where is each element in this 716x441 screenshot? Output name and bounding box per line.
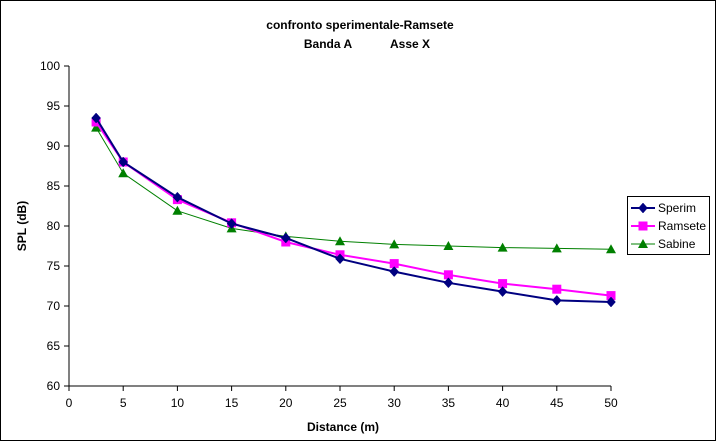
y-tick-label: 80 (47, 219, 61, 233)
x-tick-label: 0 (66, 396, 73, 410)
y-tick-label: 60 (47, 379, 61, 393)
chart-subtitle-band: Banda A (304, 37, 353, 51)
y-tick-label: 75 (47, 259, 61, 273)
chart-title: confronto sperimentale-Ramsete (266, 18, 454, 32)
x-tick-label: 5 (120, 396, 127, 410)
x-tick-label: 35 (442, 396, 456, 410)
legend-label-ramsete: Ramsete (658, 219, 706, 233)
legend-marker-ramsete (639, 222, 648, 231)
y-tick-label: 70 (47, 299, 61, 313)
y-tick-label: 65 (47, 339, 61, 353)
x-tick-label: 25 (333, 396, 347, 410)
x-axis-title: Distance (m) (307, 420, 379, 434)
x-tick-label: 30 (388, 396, 402, 410)
data-point-ramsete (552, 285, 561, 294)
y-tick-label: 90 (47, 139, 61, 153)
y-tick-label: 100 (40, 59, 60, 73)
legend-label-sabine: Sabine (658, 237, 696, 251)
y-tick-label: 95 (47, 99, 61, 113)
y-tick-label: 85 (47, 179, 61, 193)
x-tick-label: 50 (604, 396, 618, 410)
y-axis-title: SPL (dB) (15, 201, 29, 251)
x-tick-label: 45 (550, 396, 564, 410)
legend: Sperim Ramsete Sabine (628, 197, 710, 255)
x-tick-label: 40 (496, 396, 510, 410)
x-tick-label: 15 (225, 396, 239, 410)
x-tick-label: 20 (279, 396, 293, 410)
x-tick-label: 10 (171, 396, 185, 410)
chart-subtitle-axis: Asse X (390, 37, 430, 51)
legend-label-sperim: Sperim (658, 201, 696, 215)
